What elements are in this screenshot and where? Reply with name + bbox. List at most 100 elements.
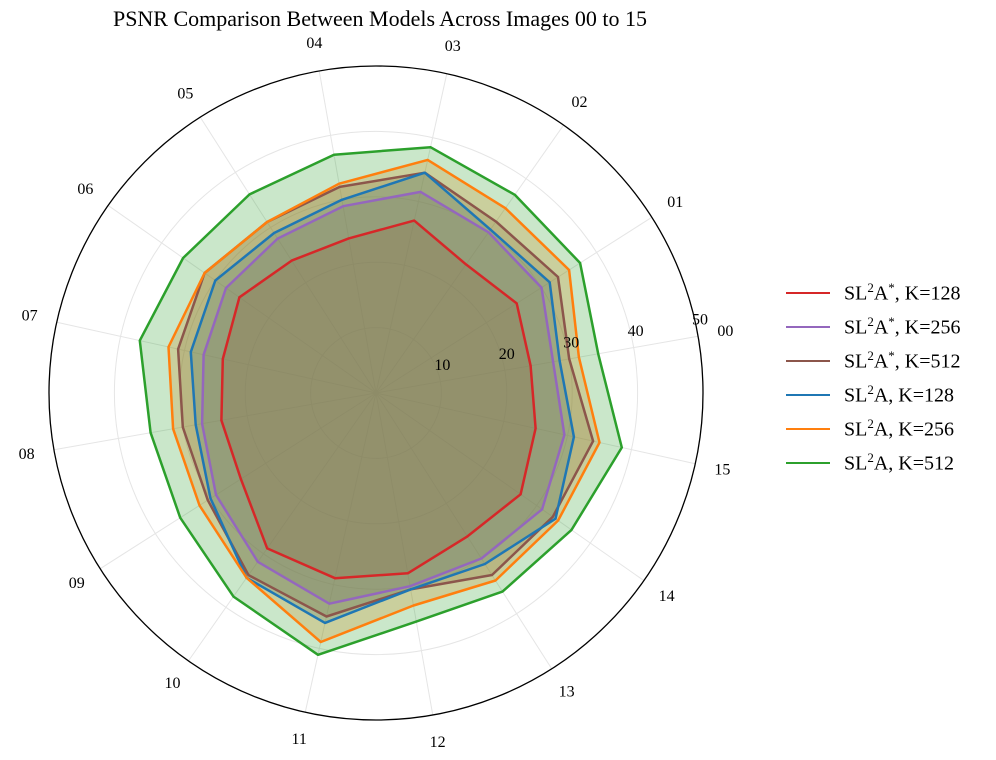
grid-spoke xyxy=(56,321,377,394)
legend-label-part: 2 xyxy=(867,314,874,330)
grid-spoke xyxy=(375,392,553,670)
legend-swatch xyxy=(786,394,830,396)
series-fill-0 xyxy=(221,220,536,579)
legend-label: SL2A*, K=128 xyxy=(844,280,961,306)
grid-spoke xyxy=(375,73,448,394)
radar-grid xyxy=(48,65,704,721)
series-fill-4 xyxy=(168,159,600,642)
radar-chart: 00 01 02 03 04 05 06 07 08 09 10 11 12 13 14 15 10 20 30 40… xyxy=(19,35,734,751)
legend-label-part: SL xyxy=(844,452,868,475)
legend-label-part: , K=512 xyxy=(894,350,961,373)
legend-label-part: , K=128 xyxy=(888,384,955,407)
series-fills xyxy=(139,147,622,655)
legend-label-part: A xyxy=(873,418,889,441)
legend-label: SL2A*, K=256 xyxy=(844,314,961,340)
grid-spoke xyxy=(375,335,699,394)
series-line-5 xyxy=(138,145,624,657)
category-label: 06 xyxy=(77,181,93,198)
grid-spoke xyxy=(375,392,645,581)
legend-label-part: 2 xyxy=(867,450,874,466)
legend-label-part: SL xyxy=(844,418,868,441)
series-line-1 xyxy=(200,190,566,605)
series-line-4 xyxy=(167,158,601,644)
grid-spoke xyxy=(53,392,377,451)
axis-labels: 00 01 02 03 04 05 06 07 08 09 10 11 12 13 14 15 10 20 30 40… xyxy=(19,35,734,751)
category-label: 03 xyxy=(445,38,461,55)
series-fill-5 xyxy=(139,147,622,655)
legend-label: SL2A, K=512 xyxy=(844,450,954,476)
legend-label-part: A xyxy=(873,384,889,407)
legend-item: SL2A*, K=128 xyxy=(786,276,961,310)
legend-item: SL2A, K=128 xyxy=(786,378,961,412)
series-fill-3 xyxy=(190,172,574,623)
grid-spoke xyxy=(375,392,434,716)
series-fill-1 xyxy=(202,191,565,604)
legend-label-part: 2 xyxy=(867,280,874,296)
grid-spoke xyxy=(107,205,377,394)
legend-item: SL2A, K=256 xyxy=(786,412,961,446)
series-lines xyxy=(138,145,624,657)
category-label: 12 xyxy=(430,734,446,751)
category-label: 13 xyxy=(559,684,575,701)
category-label: 11 xyxy=(291,731,306,748)
category-label: 04 xyxy=(306,35,322,52)
series-line-0 xyxy=(220,219,537,580)
category-label: 05 xyxy=(177,85,193,102)
legend-label-part: A xyxy=(873,282,889,305)
legend-swatch xyxy=(786,326,830,328)
category-label: 01 xyxy=(667,194,683,211)
legend-label-part: , K=256 xyxy=(894,316,961,339)
category-label: 00 xyxy=(717,323,733,340)
grid-circle xyxy=(310,327,442,459)
legend-label: SL2A, K=256 xyxy=(844,416,954,442)
radial-tick-label: 30 xyxy=(563,334,579,351)
category-label: 07 xyxy=(22,308,38,325)
legend-label-part: A xyxy=(873,452,889,475)
grid-circle xyxy=(244,261,508,525)
legend-label-part: , K=128 xyxy=(894,282,961,305)
legend-label-part: 2 xyxy=(867,348,874,364)
grid-spoke xyxy=(375,124,564,394)
grid-spoke xyxy=(304,392,377,713)
legend-swatch xyxy=(786,428,830,430)
legend-swatch xyxy=(786,292,830,294)
grid-spoke xyxy=(99,392,377,570)
grid-spoke xyxy=(188,392,377,662)
radial-tick-label: 50 xyxy=(692,312,708,329)
legend-label-part: 2 xyxy=(867,382,874,398)
legend-label-part: , K=256 xyxy=(888,418,955,441)
outer-boundary xyxy=(48,65,704,721)
grid-spoke xyxy=(375,216,653,394)
legend-label-part: * xyxy=(888,348,895,364)
legend-label: SL2A, K=128 xyxy=(844,382,954,408)
legend-item: SL2A*, K=256 xyxy=(786,310,961,344)
chart-title: PSNR Comparison Between Models Across Im… xyxy=(112,6,648,31)
category-label: 08 xyxy=(19,446,35,463)
legend-label-part: A xyxy=(873,350,889,373)
legend-label-part: SL xyxy=(844,282,868,305)
radial-tick-label: 10 xyxy=(434,357,450,374)
radial-tick-label: 20 xyxy=(499,346,515,363)
grid-spoke xyxy=(318,70,377,394)
legend-swatch xyxy=(786,462,830,464)
legend-swatch xyxy=(786,360,830,362)
category-label: 10 xyxy=(165,675,181,692)
grid-circle xyxy=(113,130,639,656)
radial-tick-label: 40 xyxy=(628,323,644,340)
series-line-3 xyxy=(189,171,576,625)
grid-spoke xyxy=(199,116,377,394)
series-line-2 xyxy=(176,171,595,618)
legend-label-part: * xyxy=(888,280,895,296)
legend: SL2A*, K=128 SL2A*, K=256 SL2A*, K=512 SL2A… xyxy=(786,276,961,480)
legend-label-part: SL xyxy=(844,316,868,339)
category-label: 02 xyxy=(572,94,588,111)
legend-label-part: A xyxy=(873,316,889,339)
legend-item: SL2A*, K=512 xyxy=(786,344,961,378)
legend-label-part: 2 xyxy=(867,416,874,432)
category-label: 14 xyxy=(659,588,675,605)
legend-item: SL2A, K=512 xyxy=(786,446,961,480)
legend-label-part: , K=512 xyxy=(888,452,955,475)
legend-label: SL2A*, K=512 xyxy=(844,348,961,374)
legend-label-part: * xyxy=(888,314,895,330)
legend-label-part: SL xyxy=(844,350,868,373)
